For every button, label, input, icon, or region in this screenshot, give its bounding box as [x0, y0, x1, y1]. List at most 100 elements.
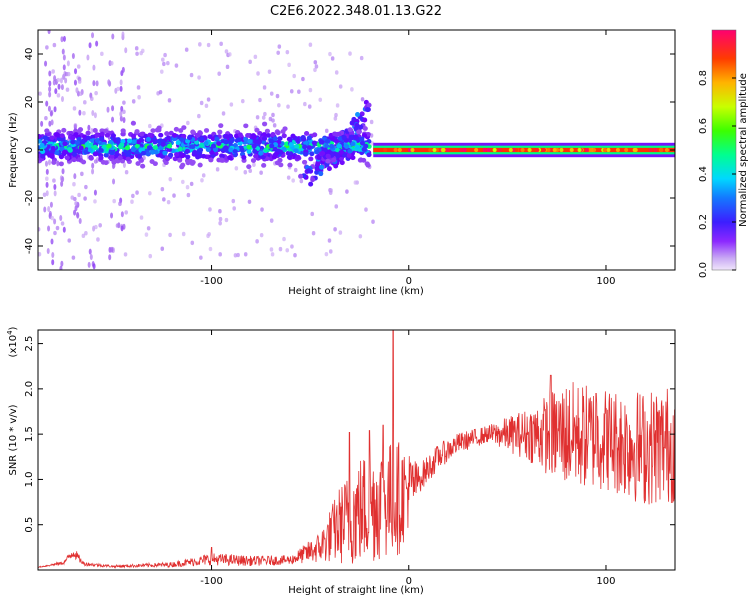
spectrogram-streak-point [95, 40, 99, 47]
spectrogram-band-point [331, 157, 337, 163]
spectrogram-core-point [535, 148, 540, 152]
spectrogram-band-point [250, 158, 257, 163]
spectrogram-band-point [58, 154, 65, 160]
spectrogram-noise-point [94, 90, 98, 96]
spectrogram-band-point [217, 129, 223, 135]
colorbar-gradient [712, 30, 736, 270]
spectrogram-noise-point [311, 231, 316, 236]
spectrogram-band-point [286, 154, 293, 160]
spectrogram-noise-point [131, 99, 136, 104]
spectrogram-noise-point [148, 253, 153, 259]
spectrogram-y-tick-label: -40 [24, 238, 35, 254]
spectrogram-band-point [74, 140, 81, 146]
spectrogram-noise-point [292, 73, 297, 79]
spectrogram-noise-point [197, 113, 201, 119]
spectrogram-noise-point [333, 116, 338, 121]
colorbar-frame [711, 29, 737, 271]
spectrogram-noise-point [189, 181, 194, 187]
spectrogram-noise-point [206, 42, 211, 48]
spectrogram-band-point [130, 133, 137, 139]
spectrogram-noise-point [160, 57, 165, 62]
spectrogram-band-point [49, 135, 55, 141]
spectrogram-noise-point [147, 123, 152, 129]
spectrogram-streak-point [44, 60, 48, 67]
spectrogram-band-point [364, 161, 370, 167]
spectrogram-noise-point [218, 252, 222, 257]
spectrogram-streak-point [51, 259, 55, 266]
spectrogram-noise-point [299, 178, 304, 184]
spectrogram-noise-point [199, 100, 204, 106]
spectrogram-branch-point [314, 166, 320, 172]
spectrogram-band-point [359, 140, 366, 146]
spectrogram-noise-point [293, 167, 298, 173]
spectrogram-noise-point [185, 184, 190, 190]
spectrogram-noise-point [308, 42, 313, 47]
spectrogram-noise-point [334, 204, 339, 209]
spectrogram-band-point [334, 152, 340, 157]
spectrogram-noise-point [256, 71, 260, 76]
colorbar: 0.0 0.2 0.4 0.6 0.8 Normalized spectral ampl… [698, 29, 749, 278]
snr-y-label: SNR (10 * v/v) [8, 404, 19, 475]
spectrogram-noise-point [345, 189, 349, 194]
spectrogram-band-point [153, 149, 159, 155]
spectrogram-noise-point [172, 193, 176, 198]
spectrogram-band-point [197, 162, 203, 168]
spectrogram-band-point [359, 136, 365, 142]
spectrogram-band-point [245, 133, 251, 138]
spectrogram-streak-point [71, 53, 75, 60]
spectrogram-streak-point [40, 120, 44, 127]
spectrogram-band-point [115, 137, 121, 142]
spectrogram-streak-point [53, 184, 57, 191]
spectrogram-band-point [336, 143, 342, 149]
spectrogram-streak-point [112, 178, 116, 185]
spectrogram-band-point [104, 132, 110, 138]
spectrogram-noise-point [221, 111, 226, 116]
spectrogram-noise-point [286, 104, 290, 109]
spectrogram-band-point [74, 148, 80, 154]
spectrogram-core-point [520, 148, 525, 152]
spectrogram-band-point [130, 147, 136, 153]
spectrogram-band-point [120, 128, 126, 134]
spectrogram-noise-point [269, 218, 274, 223]
spectrogram-noise-point [137, 95, 141, 100]
spectrogram-band-point [366, 152, 372, 158]
spectrogram-band-point [263, 147, 269, 153]
spectrogram-streak-point [111, 33, 115, 40]
spectrogram-core-point [633, 148, 638, 152]
spectrogram-noise-point [327, 238, 332, 243]
spectrogram-band-point [302, 144, 308, 150]
spectrogram-noise-point [131, 193, 135, 199]
spectrogram-band-point [252, 139, 259, 144]
spectrogram-core-point [606, 148, 611, 152]
spectrogram-noise-point [67, 238, 72, 243]
spectrogram-streak-point [92, 263, 96, 270]
spectrogram-noise-point [82, 111, 86, 116]
spectrogram-band-point [187, 135, 193, 141]
spectrogram-band-point [325, 153, 331, 159]
spectrogram-noise-point [290, 244, 294, 249]
spectrogram-streak-point [48, 91, 52, 98]
spectrogram-core-point [508, 148, 513, 152]
spectrogram-band-point [281, 146, 287, 152]
spectrogram-streak-point [122, 162, 126, 169]
spectrogram-band-point [149, 159, 155, 164]
colorbar-tick-label: 0.8 [698, 70, 709, 86]
spectrogram-band-point [303, 140, 309, 146]
spectrogram-band-point [158, 132, 164, 138]
spectrogram-core-point [462, 148, 467, 152]
spectrogram-band-point [138, 158, 145, 163]
spectrogram-streak-point [111, 116, 115, 123]
spectrogram-streak-point [74, 205, 78, 212]
spectrogram-band-point [54, 150, 60, 156]
spectrogram-core-point [393, 148, 398, 152]
spectrogram-band-point [145, 151, 151, 157]
snr-frame [37, 329, 676, 571]
spectrogram-noise-point [234, 166, 239, 171]
spectrogram-band-point [136, 154, 143, 159]
spectrogram-band-point [90, 134, 96, 140]
spectrogram-noise-point [89, 96, 94, 101]
spectrogram-noise-point [369, 119, 374, 125]
spectrogram-band-point [195, 132, 201, 138]
spectrogram-band-point [264, 128, 271, 134]
spectrogram-noise-point [350, 87, 354, 92]
